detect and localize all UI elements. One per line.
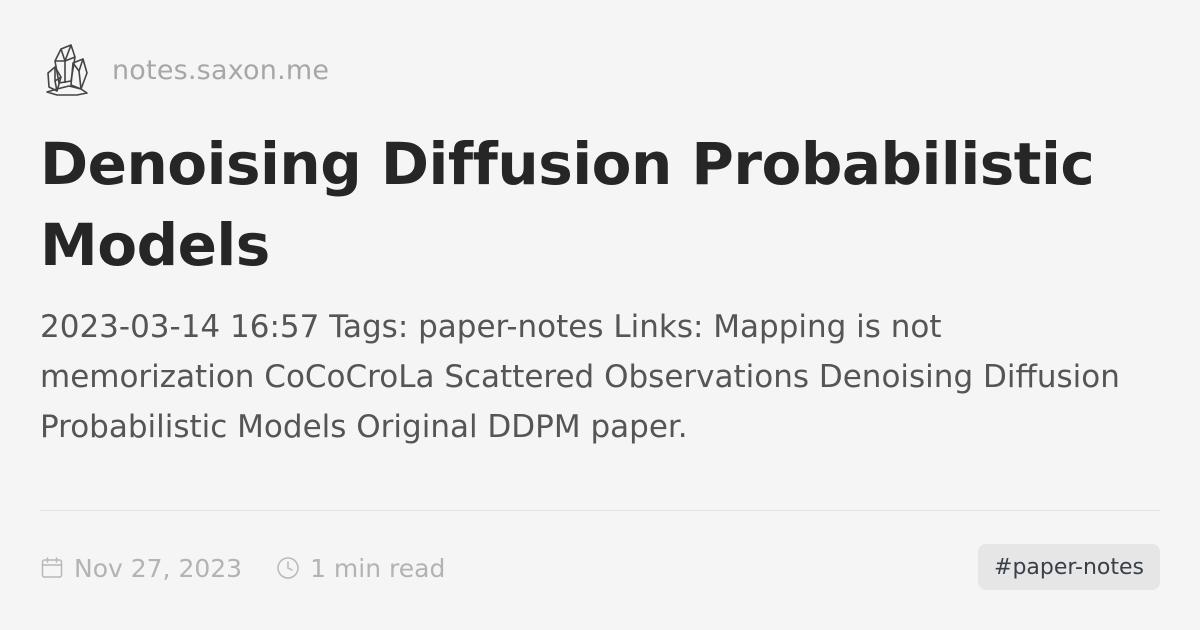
- post-date-text: Nov 27, 2023: [74, 553, 243, 583]
- post-meta: Nov 27, 2023 1 min read: [40, 548, 445, 588]
- divider: [40, 510, 1160, 511]
- tag-paper-notes[interactable]: #paper-notes: [978, 544, 1160, 590]
- calendar-icon: [41, 557, 63, 578]
- read-time-text: 1 min read: [310, 553, 446, 583]
- post-excerpt: 2023-03-14 16:57 Tags: paper-notes Links…: [40, 309, 1120, 445]
- crystal-cluster-icon: [46, 44, 88, 96]
- site-header[interactable]: notes.saxon.me: [44, 42, 329, 98]
- clock-icon: [277, 557, 299, 579]
- post-title: Denoising Diffusion Probabilistic Models: [40, 130, 1095, 279]
- site-name[interactable]: notes.saxon.me: [112, 54, 330, 86]
- post-date: Nov 27, 2023: [40, 554, 242, 583]
- post-read-time: 1 min read: [276, 554, 445, 583]
